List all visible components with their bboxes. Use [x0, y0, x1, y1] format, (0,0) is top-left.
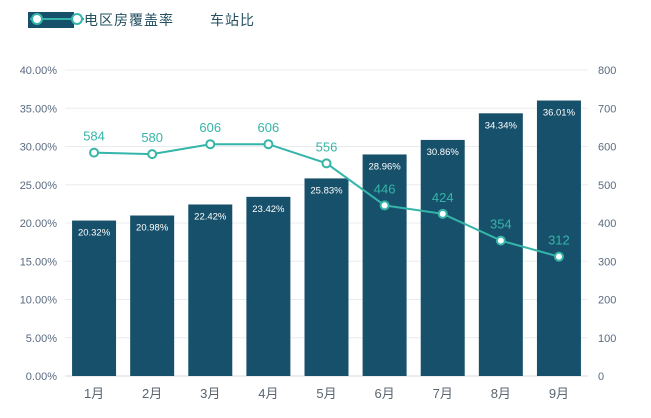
right-axis-tick-label: 800 [598, 65, 616, 77]
line-value-label: 580 [141, 130, 163, 145]
left-axis-tick-label: 25.00% [20, 180, 58, 192]
left-axis-tick-label: 40.00% [20, 65, 58, 77]
right-axis-tick-label: 700 [598, 103, 616, 115]
right-axis-tick-label: 200 [598, 295, 616, 307]
left-axis-tick-label: 35.00% [20, 103, 58, 115]
bar [72, 220, 117, 376]
line-value-label: 606 [199, 120, 221, 135]
line-point [379, 200, 390, 211]
bar [536, 100, 581, 376]
line-point [321, 158, 332, 169]
left-axis-tick-label: 10.00% [20, 295, 58, 307]
line-point [205, 139, 216, 150]
bar [188, 204, 233, 376]
bar-value-label: 36.01% [543, 108, 576, 119]
bar-value-label: 23.42% [252, 204, 285, 215]
right-axis-tick-label: 500 [598, 180, 616, 192]
legend-item-line: 车站比 [30, 10, 255, 30]
line-value-label: 606 [258, 120, 280, 135]
bar [304, 178, 349, 376]
line-value-label: 424 [432, 190, 454, 205]
left-axis-tick-label: 15.00% [20, 256, 58, 268]
left-axis-tick-label: 20.00% [20, 218, 58, 230]
bar-value-label: 28.96% [368, 161, 401, 172]
right-axis-tick-label: 600 [598, 142, 616, 154]
right-axis-tick-label: 400 [598, 218, 616, 230]
line-value-label: 584 [83, 129, 105, 144]
x-axis-tick-label: 1月 [84, 386, 104, 401]
x-axis-tick-label: 7月 [433, 386, 453, 401]
line-point [263, 139, 274, 150]
left-axis-tick-label: 5.00% [26, 333, 57, 345]
left-axis-tick-label: 0.00% [26, 371, 57, 383]
line-value-label: 446 [374, 181, 396, 196]
bar-value-label: 20.32% [78, 228, 111, 239]
legend: 电区房覆盖率 车站比 [28, 10, 255, 30]
x-axis-tick-label: 3月 [200, 386, 220, 401]
bar [420, 139, 465, 376]
line-point [495, 235, 506, 246]
legend-bar-label: 电区房覆盖率 [84, 12, 174, 28]
line-marker-icon [30, 13, 84, 25]
legend-line-label: 车站比 [210, 12, 255, 28]
bar-value-label: 30.86% [427, 147, 460, 158]
x-axis-tick-label: 2月 [142, 386, 162, 401]
x-axis-tick-label: 8月 [491, 386, 511, 401]
line-point [89, 147, 100, 158]
bar [362, 154, 407, 376]
line-point [437, 208, 448, 219]
left-axis-tick-label: 30.00% [20, 142, 58, 154]
x-axis-tick-label: 6月 [374, 386, 394, 401]
x-axis-tick-label: 4月 [258, 386, 278, 401]
line-value-label: 312 [548, 233, 570, 248]
right-axis-tick-label: 0 [598, 371, 604, 383]
line-value-label: 556 [316, 139, 338, 154]
right-axis-tick-label: 300 [598, 256, 616, 268]
line-point [553, 251, 564, 262]
bar-value-label: 34.34% [485, 120, 518, 131]
right-axis-tick-label: 100 [598, 333, 616, 345]
x-axis-tick-label: 9月 [549, 386, 569, 401]
bar [246, 196, 291, 376]
line-value-label: 354 [490, 217, 512, 232]
bar-value-label: 25.83% [310, 185, 343, 196]
line-point [147, 149, 158, 160]
bar-value-label: 22.42% [194, 211, 227, 222]
bar-value-label: 20.98% [136, 223, 169, 234]
x-axis-tick-label: 5月 [316, 386, 336, 401]
bar [130, 215, 175, 376]
